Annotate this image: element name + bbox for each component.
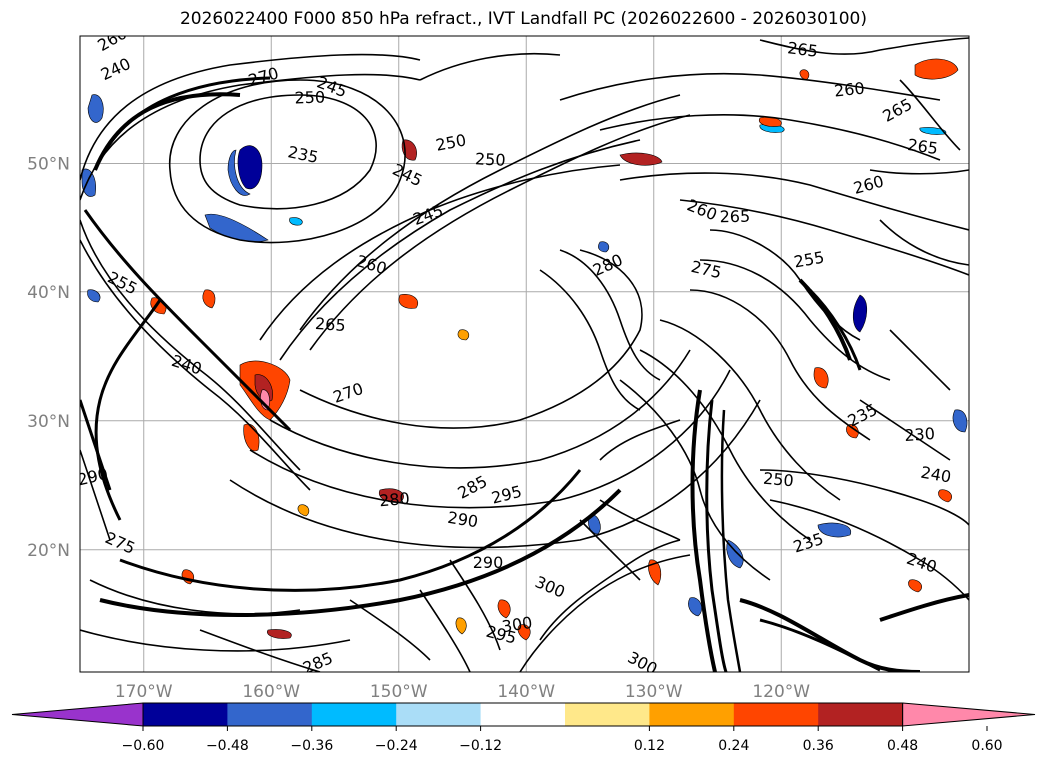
colorbar-tick-label: −0.12 bbox=[459, 738, 502, 754]
contour-label: 230 bbox=[904, 424, 936, 445]
lon-label: 120°W bbox=[752, 682, 810, 702]
longitude-labels: 170°W 160°W 150°W 140°W 130°W 120°W bbox=[115, 682, 810, 702]
contour-label: 300 bbox=[501, 613, 534, 637]
colorbar-tick-label: −0.48 bbox=[206, 738, 249, 754]
contour-label: 250 bbox=[294, 87, 325, 107]
map-frame bbox=[79, 35, 970, 673]
map-background bbox=[80, 36, 969, 672]
lon-label: 140°W bbox=[497, 682, 555, 702]
contour-label: 265 bbox=[786, 38, 819, 61]
colorbar-tick-label: 0.48 bbox=[887, 738, 918, 754]
colorbar-frame bbox=[142, 702, 904, 727]
lat-label: 50°N bbox=[27, 155, 70, 175]
map-title: 2026022400 F000 850 hPa refract., IVT La… bbox=[179, 9, 867, 29]
lat-label: 20°N bbox=[27, 541, 70, 561]
colorbar bbox=[11, 702, 1036, 727]
colorbar-segment bbox=[733, 703, 819, 726]
lon-label: 160°W bbox=[242, 682, 300, 702]
latitude-labels: 50°N 40°N 30°N 20°N bbox=[27, 155, 70, 561]
lat-label: 30°N bbox=[27, 412, 70, 432]
contour-label: 290 bbox=[446, 508, 479, 532]
contour-label: 280 bbox=[378, 489, 410, 511]
contour-label: 290 bbox=[473, 553, 504, 572]
contour-label: 250 bbox=[762, 469, 794, 491]
colorbar-tick-label: 0.24 bbox=[718, 738, 749, 754]
colorbar-segment bbox=[311, 703, 397, 726]
lon-label: 170°W bbox=[115, 682, 173, 702]
colorbar-tick-label: 0.60 bbox=[971, 738, 1002, 754]
colorbar-segment bbox=[227, 703, 313, 726]
contour-lines bbox=[80, 37, 969, 672]
contour-label: 265 bbox=[314, 314, 346, 335]
colorbar-extend-right bbox=[902, 702, 1036, 727]
colorbar-extend-left bbox=[11, 702, 144, 727]
lat-label: 40°N bbox=[27, 283, 70, 303]
lon-label: 150°W bbox=[370, 682, 428, 702]
colorbar-tick-label: −0.24 bbox=[375, 738, 418, 754]
anomaly-patches bbox=[81, 58, 968, 641]
contour-label: 250 bbox=[475, 149, 506, 170]
colorbar-segment bbox=[143, 703, 228, 726]
contour-label: 265 bbox=[906, 135, 939, 158]
colorbar-tick-label: −0.60 bbox=[122, 738, 165, 754]
colorbar-tick-labels: −0.60 −0.48 −0.36 −0.24 −0.12 0.12 0.24 0.36 0.4… bbox=[122, 726, 1003, 754]
colorbar-segment bbox=[565, 703, 650, 726]
colorbar-tick-label: −0.36 bbox=[290, 738, 333, 754]
contour-label: 265 bbox=[719, 207, 750, 227]
colorbar-segment bbox=[396, 703, 482, 726]
lon-label: 130°W bbox=[625, 682, 683, 702]
colorbar-segment bbox=[818, 703, 904, 726]
colorbar-tick-label: 0.12 bbox=[634, 738, 665, 754]
colorbar-segment bbox=[480, 703, 566, 726]
colorbar-tick-label: 0.36 bbox=[803, 738, 834, 754]
contour-label: 260 bbox=[833, 78, 865, 100]
colorbar-segment bbox=[649, 703, 735, 726]
gridlines bbox=[80, 36, 969, 672]
